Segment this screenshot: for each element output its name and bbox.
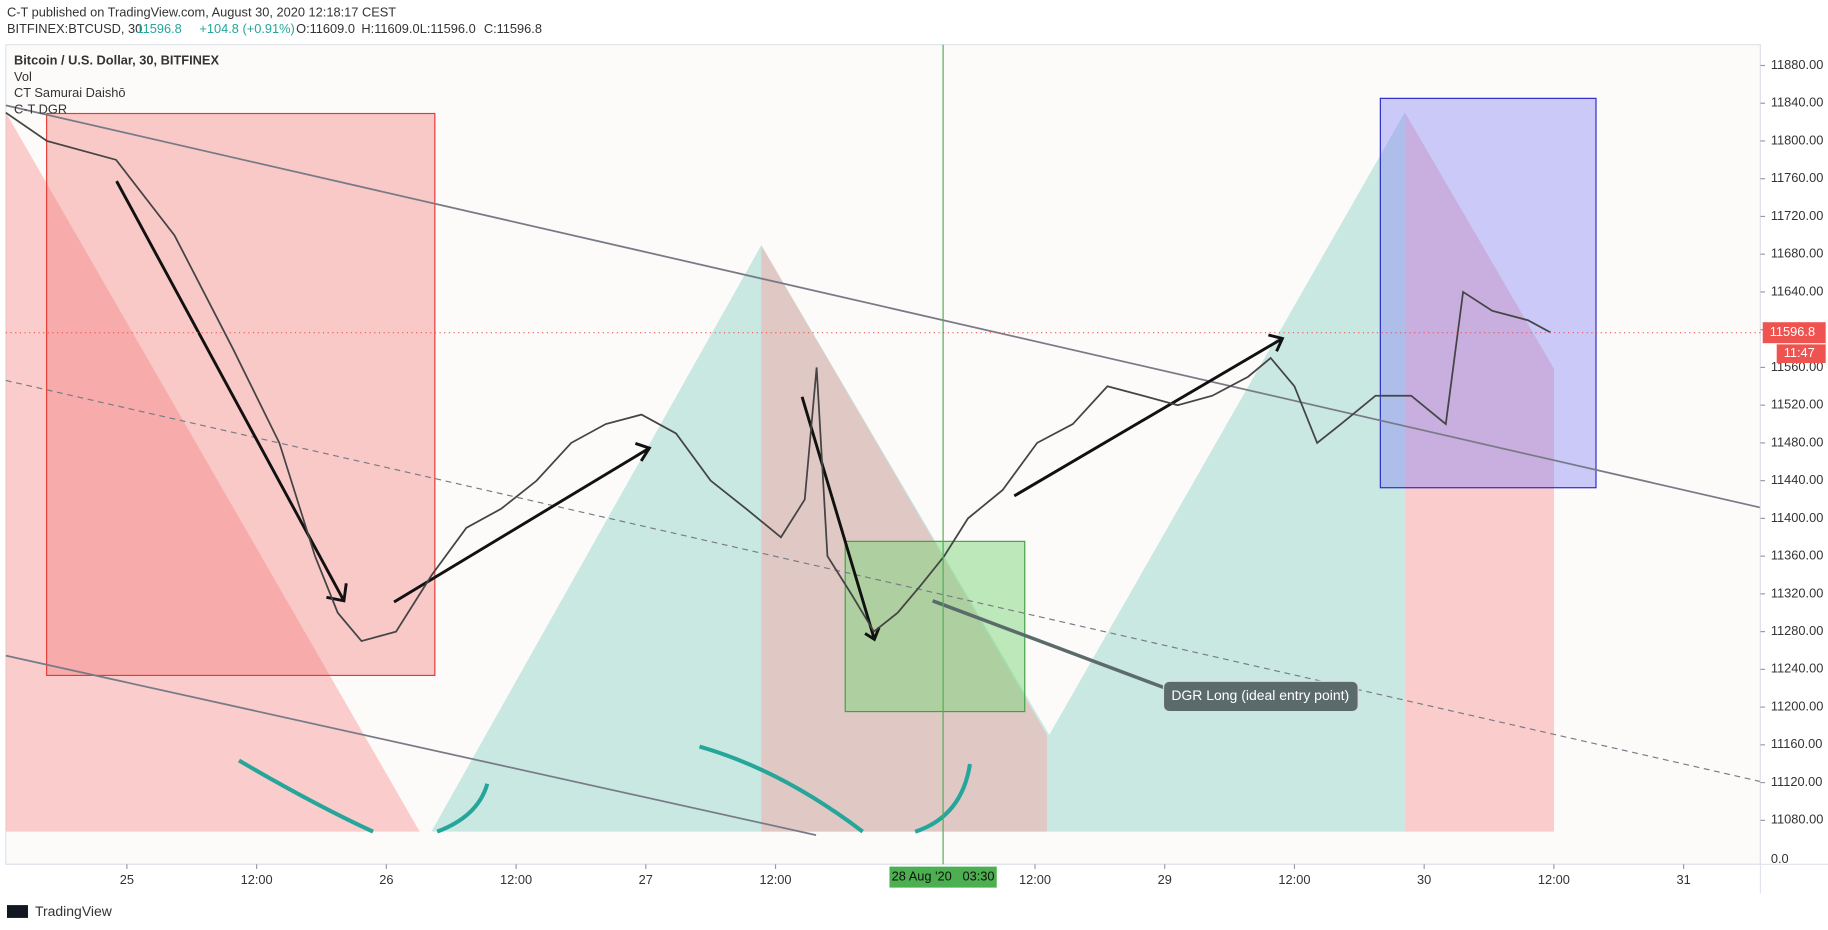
x-tick-label: 12:00 (1019, 872, 1051, 887)
y-tick-label: 11760.00 (1771, 170, 1824, 185)
x-tick-label: 29 (1158, 872, 1172, 887)
x-tick-label: 12:00 (760, 872, 792, 887)
x-tick-label: 27 (639, 872, 653, 887)
y-tick-label: 11240.00 (1771, 661, 1824, 676)
high: H:11609.0 (361, 21, 419, 36)
logo (6, 905, 28, 918)
x-tick-label: 26 (379, 872, 393, 887)
y-tick-label: 11640.00 (1771, 283, 1824, 298)
x-tick-label: 31 (1676, 872, 1690, 887)
red-box (46, 112, 436, 677)
y-tick-label: 11320.00 (1771, 585, 1824, 600)
blue-box (1379, 97, 1597, 489)
volume-tick: 0.0 (1771, 851, 1789, 866)
last-price-tag (1762, 322, 1826, 344)
y-tick-label: 11160.00 (1771, 736, 1823, 751)
change: +104.8 (+0.91%) (199, 21, 294, 36)
y-tick-label: 11480.00 (1771, 434, 1824, 449)
publisher: C-T published on TradingView.com, August… (7, 5, 396, 20)
legend-item: Vol (14, 69, 32, 84)
countdown: 11:47 (1784, 345, 1815, 360)
footer: TradingView (35, 903, 113, 919)
trend-line (5, 654, 817, 837)
x-tick-label: 12:00 (500, 872, 532, 887)
y-tick-label: 11400.00 (1771, 510, 1824, 525)
legend-title: Bitcoin / U.S. Dollar, 30, BITFINEX (14, 52, 219, 67)
green-box (844, 540, 1026, 713)
last-price-label: 11596.8 (1770, 324, 1815, 339)
curves (237, 744, 972, 834)
dynamic-layer: 11080.00 11120.00 11160.00 11200.00 11240.00… (5, 44, 1826, 888)
callout-pointer (932, 599, 1167, 690)
crosshair-label: 28 Aug '20 03:30 (892, 869, 995, 884)
y-tick-label: 11840.00 (1771, 95, 1824, 110)
y-tick-label: 11120.00 (1771, 774, 1823, 789)
zone (1404, 112, 1555, 832)
x-tick-label: 30 (1417, 872, 1431, 887)
y-tick-label: 11800.00 (1771, 132, 1824, 147)
low: L:11596.0 (420, 21, 476, 36)
y-tick-label: 11520.00 (1771, 397, 1824, 412)
y-tick-label: 11360.00 (1771, 548, 1824, 563)
x-tick-label: 12:00 (1538, 872, 1570, 887)
open: O:11609.0 (296, 21, 355, 36)
last: 11596.8 (136, 21, 181, 36)
countdown-tag (1776, 344, 1826, 364)
y-tick-label: 11200.00 (1771, 698, 1824, 713)
y-tick-label: 11280.00 (1771, 623, 1824, 638)
arrows (115, 180, 1285, 642)
legend-item: CT Samurai Daishō (14, 85, 126, 100)
close: C:11596.8 (484, 21, 542, 36)
y-tick-label: 11880.00 (1771, 57, 1824, 72)
y-tick-label: 11080.00 (1771, 812, 1824, 827)
trend-line (5, 104, 1761, 509)
annotation: DGR Long (ideal entry point) (1171, 687, 1349, 703)
x-tick-label: 25 (120, 872, 134, 887)
x-tick-label: 12:00 (1278, 872, 1310, 887)
symbol: BITFINEX:BTCUSD, 30 (7, 21, 142, 36)
y-tick-label: 11720.00 (1771, 208, 1824, 223)
legend-item: C-T DGR (14, 101, 67, 116)
y-tick-label: 11440.00 (1771, 472, 1824, 487)
y-tick-label: 11680.00 (1771, 246, 1824, 261)
x-tick-label: 12:00 (241, 872, 273, 887)
zone (431, 112, 1405, 832)
crosshair-label-bg (889, 866, 997, 888)
callout-box (1162, 680, 1359, 713)
price-line (5, 111, 1552, 643)
